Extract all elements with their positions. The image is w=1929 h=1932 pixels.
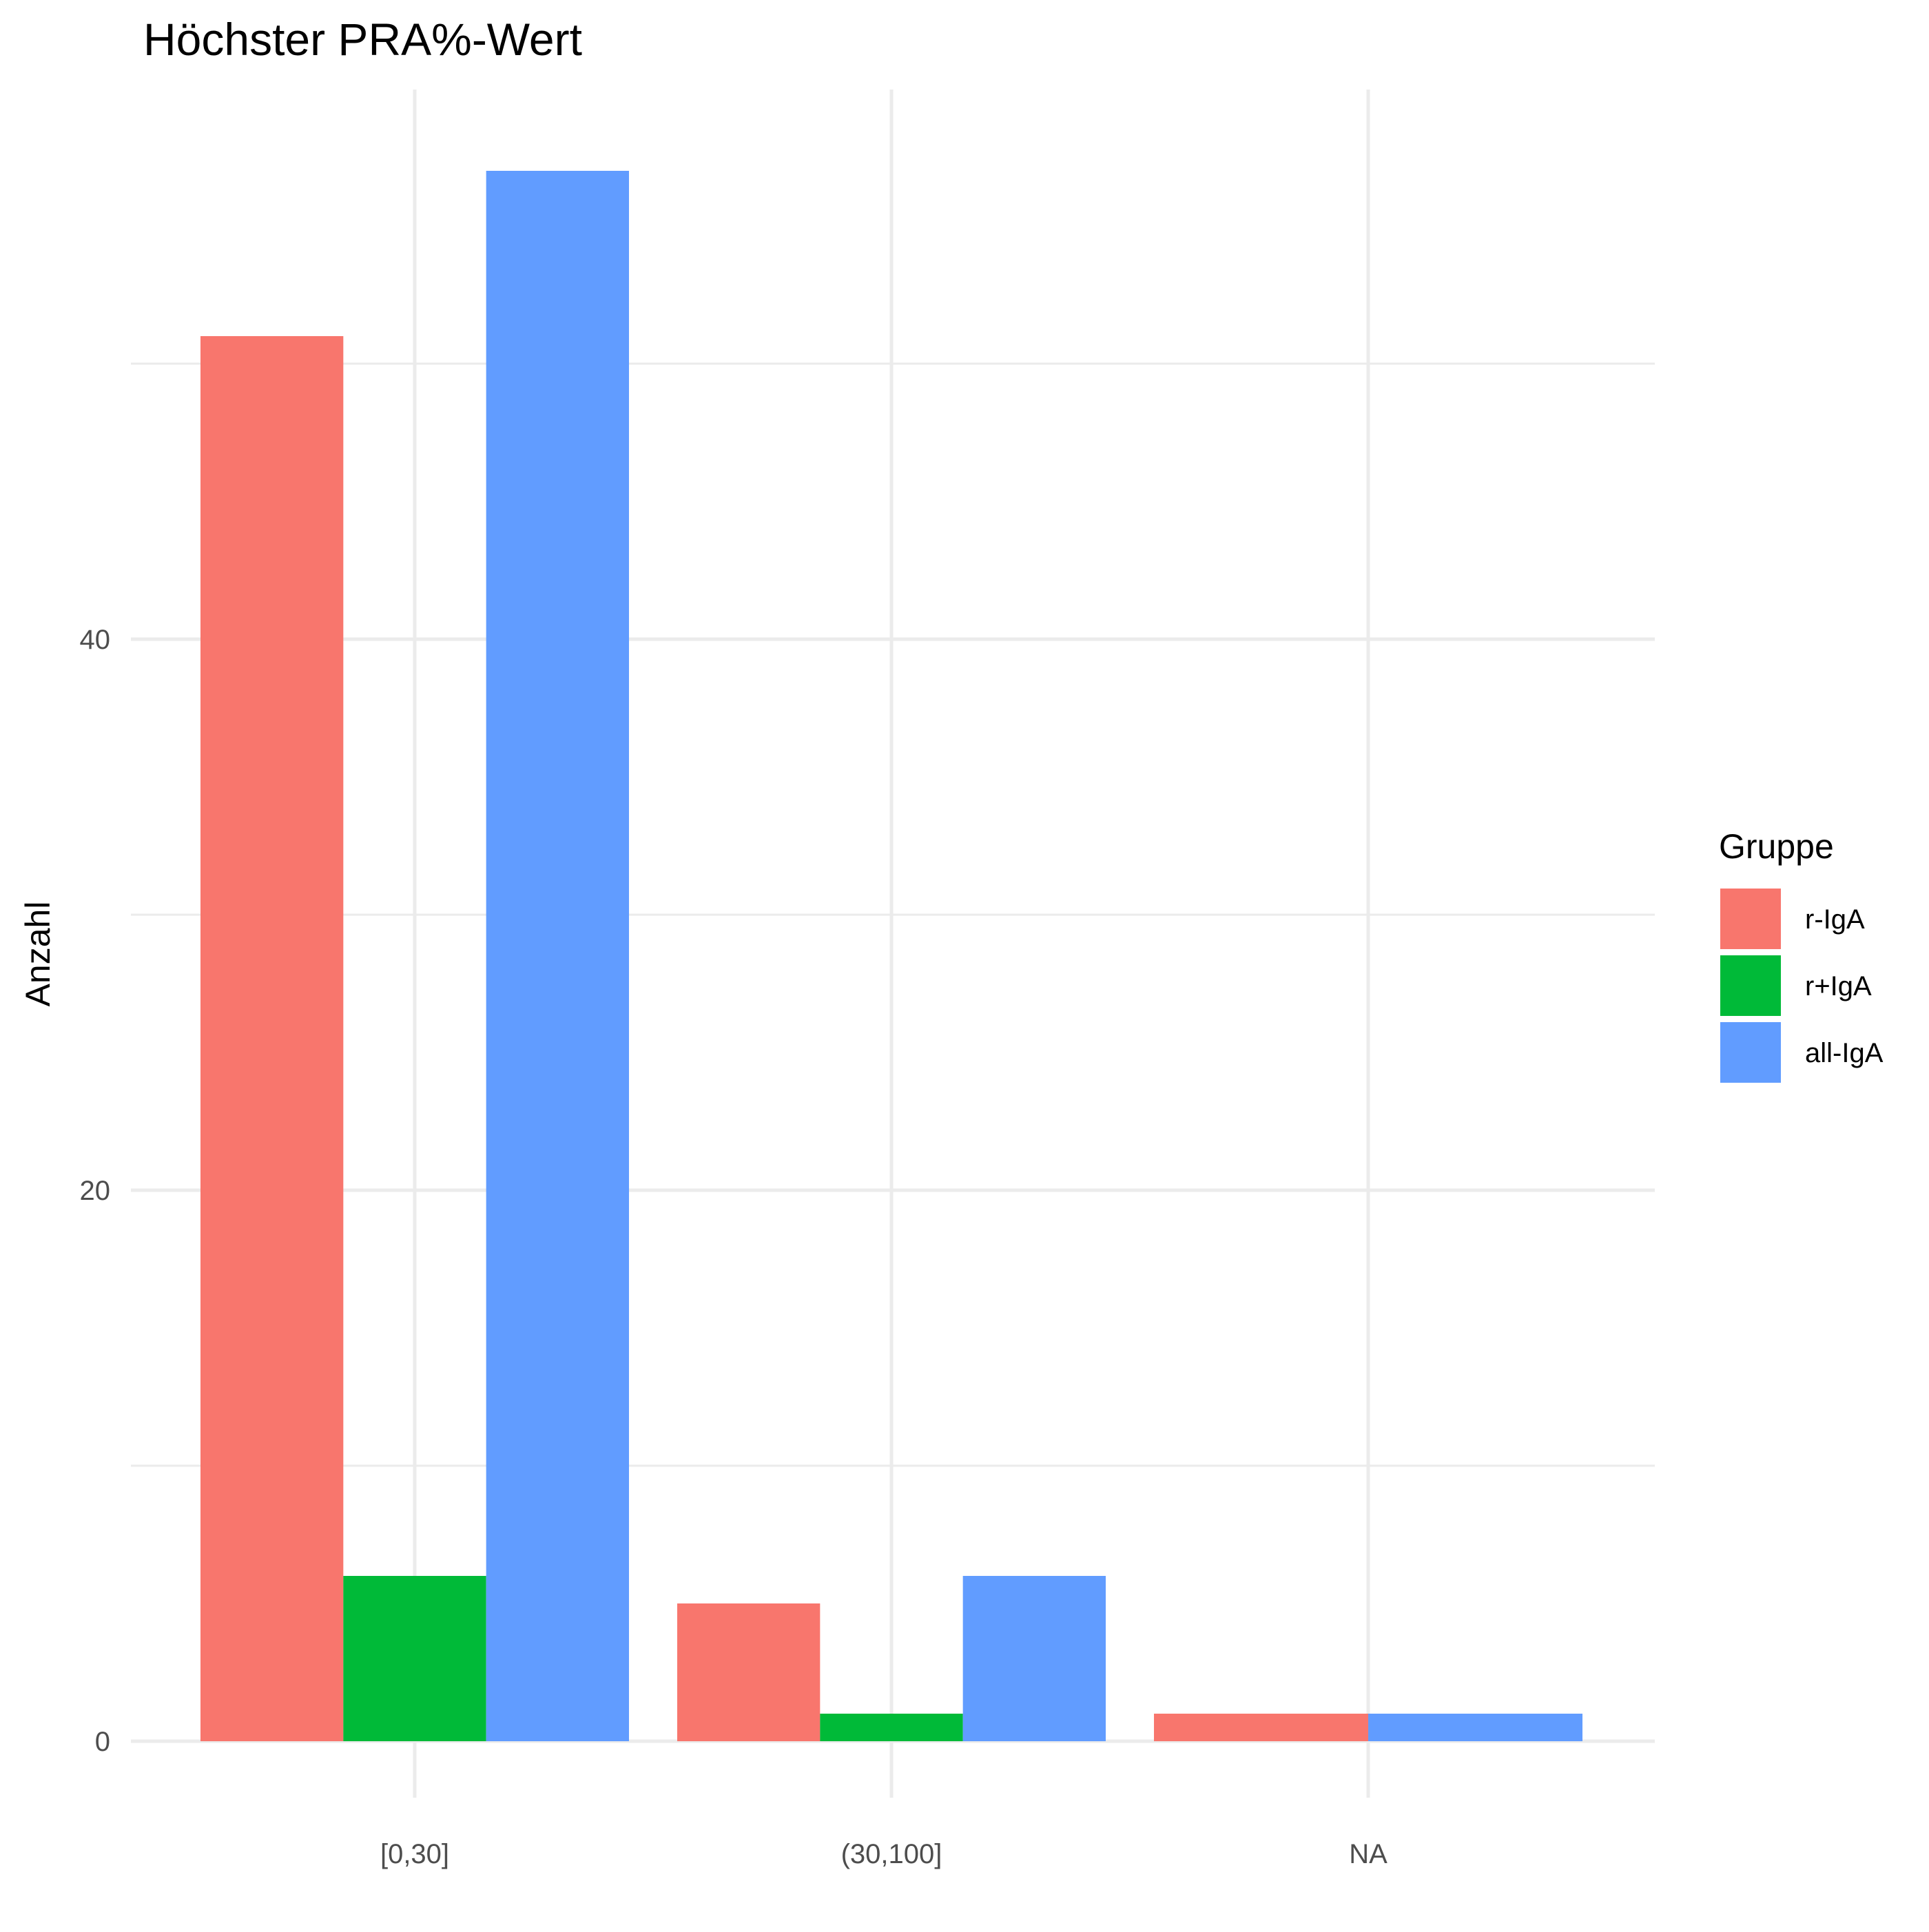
y-axis-title: Anzahl	[19, 902, 57, 1007]
legend-key-r-IgA	[1720, 889, 1781, 949]
bar-r-IgA-[0,30]	[200, 336, 344, 1741]
legend-key-r+IgA	[1720, 955, 1781, 1016]
x-tick-label: [0,30]	[380, 1839, 449, 1869]
legend-label-r-IgA: r-IgA	[1805, 904, 1865, 935]
legend-label-all-IgA: all-IgA	[1805, 1038, 1884, 1068]
y-tick-label: 40	[80, 625, 111, 655]
bar-r+IgA-[0,30]	[343, 1576, 486, 1741]
bar-all-IgA-(30,100]	[962, 1576, 1106, 1741]
y-tick-label: 20	[80, 1176, 111, 1206]
legend-key-all-IgA	[1720, 1022, 1781, 1083]
bar-all-IgA-NA	[1368, 1714, 1582, 1741]
bar-r-IgA-NA	[1154, 1714, 1368, 1741]
bar-all-IgA-[0,30]	[486, 171, 629, 1741]
legend-label-r+IgA: r+IgA	[1805, 971, 1872, 1001]
bar-r+IgA-(30,100]	[820, 1714, 963, 1741]
legend: Gruppe r-IgA r+IgA all-IgA	[1719, 827, 1884, 1083]
grid	[131, 90, 1655, 1798]
legend-title: Gruppe	[1719, 827, 1834, 866]
axes: 0 20 40 [0,30] (30,100] NA	[80, 625, 1388, 1869]
x-tick-label: NA	[1349, 1839, 1388, 1869]
bars	[200, 171, 1582, 1741]
y-tick-label: 0	[95, 1727, 110, 1757]
bar-r-IgA-(30,100]	[677, 1603, 821, 1741]
chart-title: Höchster PRA%-Wert	[143, 14, 582, 65]
x-tick-label: (30,100]	[841, 1839, 942, 1869]
